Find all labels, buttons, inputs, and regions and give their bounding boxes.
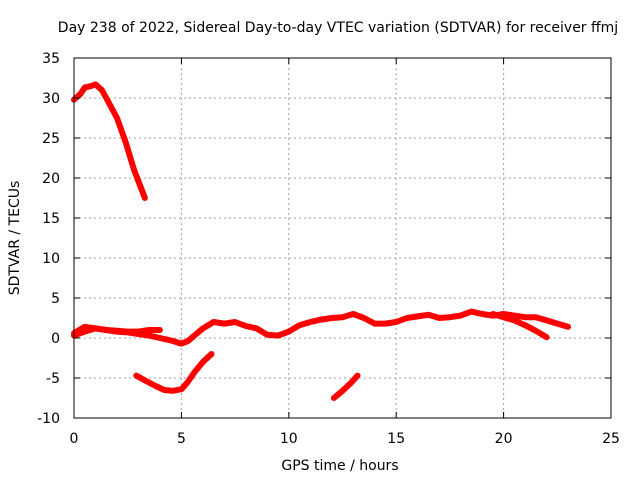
chart-background xyxy=(0,0,640,480)
y-tick-label: 35 xyxy=(42,51,60,67)
x-tick-label: 10 xyxy=(280,431,298,447)
y-tick-label: 25 xyxy=(42,131,60,147)
y-tick-label: 5 xyxy=(51,291,60,307)
x-tick-label: 15 xyxy=(387,431,405,447)
chart-title: Day 238 of 2022, Sidereal Day-to-day VTE… xyxy=(58,20,618,36)
x-tick-label: 25 xyxy=(602,431,620,447)
x-tick-label: 0 xyxy=(70,431,79,447)
y-tick-label: 30 xyxy=(42,91,60,107)
x-axis-label: GPS time / hours xyxy=(281,458,398,474)
y-tick-label: 10 xyxy=(42,251,60,267)
y-tick-label: -10 xyxy=(37,411,60,427)
x-tick-label: 20 xyxy=(495,431,513,447)
y-tick-label: 20 xyxy=(42,171,60,187)
y-tick-label: 0 xyxy=(51,331,60,347)
y-tick-label: 15 xyxy=(42,211,60,227)
x-tick-label: 5 xyxy=(177,431,186,447)
y-tick-label: -5 xyxy=(46,371,60,387)
y-axis-label: SDTVAR / TECUs xyxy=(7,181,23,296)
sdtvar-chart: Day 238 of 2022, Sidereal Day-to-day VTE… xyxy=(0,0,640,480)
